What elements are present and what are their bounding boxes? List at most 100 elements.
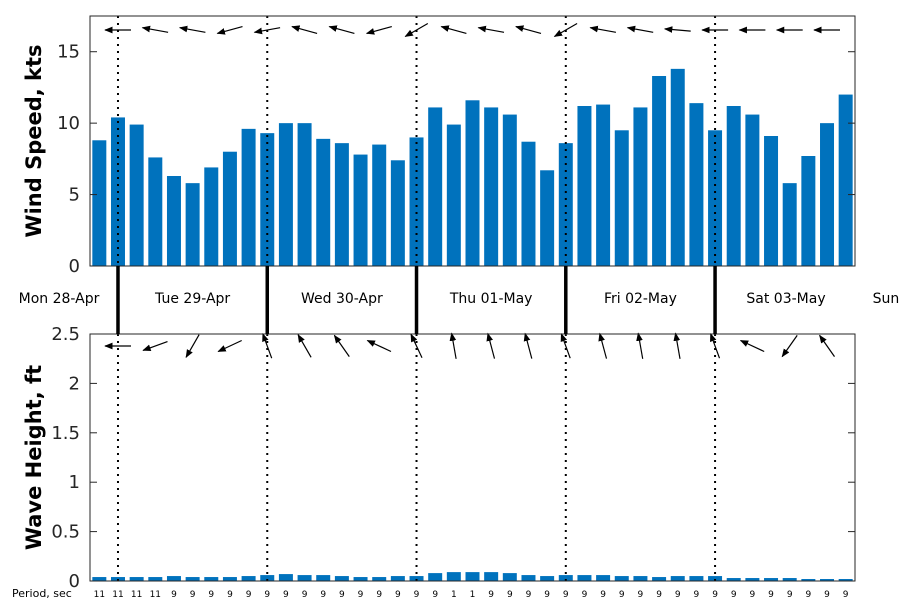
wind-bar [596,104,611,266]
wind-bar [820,123,835,266]
wind-bar [390,160,405,266]
wind-bar [558,143,573,266]
day-label: Thu 01-May [449,291,533,307]
period-value: 9 [414,590,420,600]
wind-bar [540,170,555,266]
wind-direction-arrow [328,25,355,34]
wind-bar [278,123,293,266]
wave-bar [390,576,405,581]
period-value: 9 [750,590,756,600]
period-value: 9 [582,590,588,600]
wind-y-tick-label: 5 [69,185,80,206]
period-value: 9 [339,590,345,600]
wind-bar [166,176,181,266]
wind-bar [838,94,853,266]
day-label: Wed 30-Apr [301,291,383,307]
wave-bar [334,576,349,581]
wind-direction-arrow [515,25,542,34]
period-value: 9 [246,590,252,600]
wave-bar [204,577,219,581]
period-value: 9 [358,590,364,600]
period-value: 11 [112,590,123,600]
wave-bar [260,575,275,581]
wave-bar [652,577,667,581]
wave-bar [558,575,573,581]
wave-bar [764,578,779,581]
wind-direction-arrow [589,25,617,33]
period-value: 9 [227,590,233,600]
wind-bar [764,136,779,266]
wave-bar [670,576,685,581]
wind-direction-arrow [626,25,654,33]
wave-direction-arrow [598,332,608,359]
wave-bar [614,576,629,581]
period-value: 9 [824,590,830,600]
period-value: 9 [768,590,774,600]
period-value: 11 [150,590,161,600]
wind-direction-arrow [477,25,505,33]
wave-bar [465,572,480,581]
wave-direction-arrow [333,334,350,357]
wave-bar [297,575,312,581]
wind-bar [689,103,704,266]
period-value: 1 [451,590,457,600]
period-value: 9 [376,590,382,600]
wave-bar [633,576,648,581]
period-value: 9 [843,590,849,600]
period-value: 9 [395,590,401,600]
wind-direction-arrow [141,25,169,33]
wind-direction-arrow [663,26,691,33]
wind-axes-box [89,15,856,267]
wave-y-tick-label: 1 [69,472,80,493]
wave-bar [801,579,816,581]
wave-bar [540,576,555,581]
period-value: 11 [94,590,105,600]
wave-bar [446,572,461,581]
period-value: 9 [694,590,700,600]
wind-bar [614,130,629,266]
wave-direction-arrow [366,339,392,353]
wave-direction-arrow [185,334,200,359]
wave-bar [222,577,237,581]
wind-direction-arrow [178,25,206,33]
wind-bar [652,76,667,266]
period-value: 9 [619,590,625,600]
wind-direction-arrow [253,27,281,35]
wind-bar [353,154,368,266]
wind-bar [148,157,163,266]
wave-direction-arrow [297,333,312,358]
wave-bar [521,575,536,581]
wind-bar [204,167,219,266]
wave-bar [316,575,331,581]
wave-y-tick-label: 0 [69,571,80,592]
period-value: 9 [563,590,569,600]
wave-y-tick-label: 1.5 [51,423,80,444]
wave-bar [782,578,797,581]
wind-bar [409,137,424,266]
wave-bar [278,574,293,581]
wave-direction-arrow [142,341,168,351]
wave-bar [148,577,163,581]
wave-y-axis-label: Wave Height, ft [22,365,46,550]
period-title: Period, sec [12,587,72,600]
wave-bar [241,576,256,581]
period-value: 9 [507,590,513,600]
wave-bar [820,579,835,581]
period-value: 9 [488,590,494,600]
day-label: Fri 02-May [604,291,677,307]
wind-direction-arrow [216,26,243,35]
wind-y-tick-label: 10 [57,113,80,134]
wave-direction-arrow [560,333,571,359]
wave-direction-arrow [710,333,721,359]
day-label: Sun [873,291,900,307]
wave-bar [596,575,611,581]
wind-direction-arrow [553,22,578,38]
wave-direction-arrow [486,332,496,359]
wave-direction-arrow [636,332,644,359]
period-value: 9 [526,590,532,600]
wind-bar [502,114,517,266]
wind-bar [92,140,107,266]
period-value: 9 [600,590,606,600]
day-label: Tue 29-Apr [154,291,230,307]
wave-y-tick-label: 2 [69,373,80,394]
